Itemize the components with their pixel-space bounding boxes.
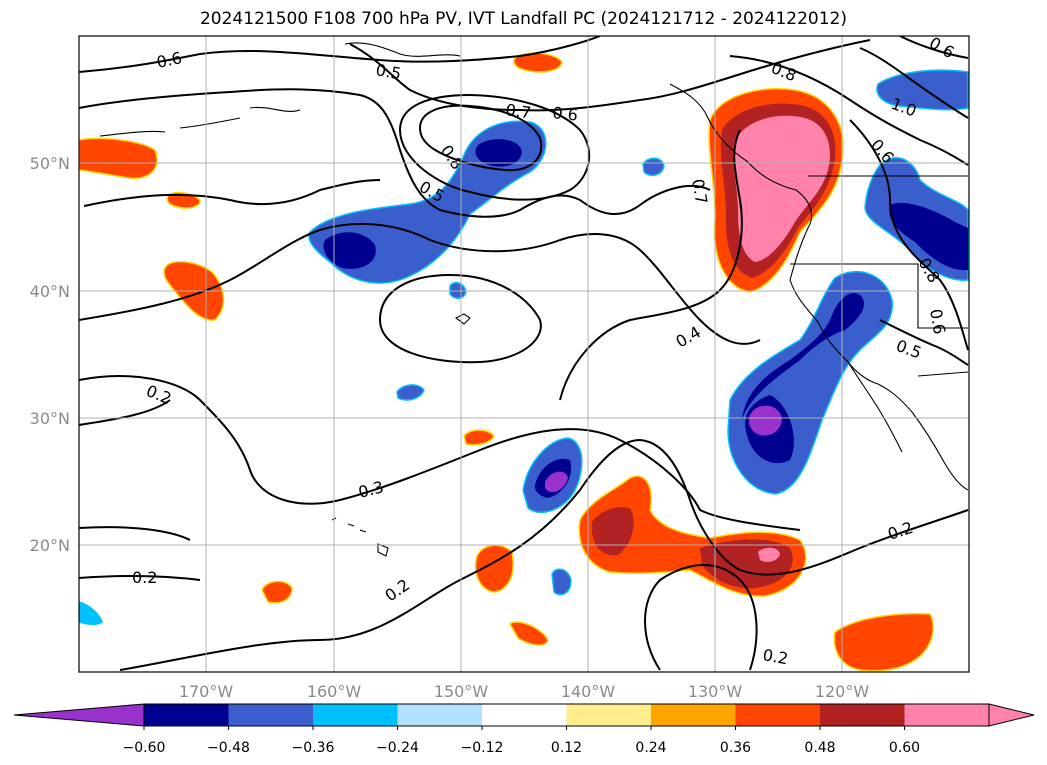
contour-1.2 bbox=[899, 36, 969, 59]
contour-label: 0.6 bbox=[155, 48, 184, 72]
contour-0.5 bbox=[79, 88, 711, 218]
neg-region-small-1 bbox=[642, 157, 665, 177]
contour-0.3 bbox=[79, 375, 801, 531]
pos-region-small-1 bbox=[463, 429, 495, 446]
colorbar-segment bbox=[904, 704, 990, 726]
neg-region-northeast bbox=[876, 69, 969, 111]
lat-label-20n: 20°N bbox=[30, 536, 70, 555]
colorbar-segment bbox=[144, 704, 229, 726]
colorbar-segment bbox=[482, 704, 567, 726]
colorbar-segments bbox=[144, 704, 990, 726]
lat-label-40n: 40°N bbox=[30, 282, 70, 301]
map-layers: 0.6 0.5 0.7 0.6 0.8 0.8 0.5 0.7 0.4 0.2 … bbox=[79, 36, 969, 672]
colorbar-extend-left bbox=[13, 703, 145, 727]
contour-0.3-b bbox=[559, 129, 743, 401]
colorbar-tick-label: −0.24 bbox=[376, 740, 419, 756]
contour-label: 0.2 bbox=[132, 568, 157, 587]
pos-region-west-1 bbox=[79, 137, 158, 179]
lat-label-30n: 30°N bbox=[30, 409, 70, 428]
border-us-mexico bbox=[917, 371, 969, 377]
latitude-labels: 50°N 40°N 30°N 20°N bbox=[30, 154, 70, 555]
positive-anomaly-regions bbox=[79, 52, 934, 672]
pos-region-subtropical-dark bbox=[591, 507, 793, 589]
colorbar-tick-label: −0.48 bbox=[207, 740, 250, 756]
contour-label: 0.6 bbox=[926, 307, 949, 335]
lon-label-130w: 130°W bbox=[688, 682, 743, 701]
lon-label-140w: 140°W bbox=[561, 682, 616, 701]
colorbar-tick-label: 0.36 bbox=[720, 740, 751, 756]
colorbar-segment bbox=[566, 704, 652, 726]
border-state-1 bbox=[790, 263, 968, 329]
contour-0.8-loop bbox=[418, 104, 543, 172]
contour-label: 0.7 bbox=[688, 177, 711, 205]
longitude-labels: 170°W 160°W 150°W 140°W 130°W 120°W bbox=[179, 682, 870, 701]
coastline-north-america-west bbox=[669, 83, 969, 491]
neg-region-central-core bbox=[323, 232, 376, 269]
contour-0.5-east bbox=[879, 319, 969, 366]
contour-label: 0.6 bbox=[552, 103, 579, 125]
gridlines bbox=[79, 36, 969, 672]
pos-region-small-3 bbox=[261, 580, 293, 604]
map-title: 2024121500 F108 700 hPa PV, IVT Landfall… bbox=[199, 9, 847, 29]
colorbar-tick-label: 0.24 bbox=[635, 740, 666, 756]
colorbar-segment bbox=[228, 704, 314, 726]
lon-label-150w: 150°W bbox=[434, 682, 489, 701]
colorbar-tick-label: 0.48 bbox=[804, 740, 835, 756]
lon-label-170w: 170°W bbox=[179, 682, 234, 701]
colorbar-ticks: −0.60 −0.48 −0.36 −0.24 −0.12 0.12 0.24 0.36 0.4… bbox=[123, 726, 920, 756]
colorbar-tick-label: 0.12 bbox=[551, 740, 582, 756]
neg-region-small-3 bbox=[396, 384, 425, 401]
lon-label-120w: 120°W bbox=[815, 682, 870, 701]
pos-region-subtropical-pink bbox=[758, 547, 780, 562]
contour-0.6-east bbox=[849, 119, 969, 351]
colorbar-tick-label: −0.60 bbox=[123, 740, 166, 756]
contour-0.5b bbox=[83, 179, 381, 207]
contour-label: 0.7 bbox=[504, 100, 532, 122]
colorbar-tick-label: −0.36 bbox=[292, 740, 335, 756]
neg-region-hawaii-north-purple bbox=[545, 471, 568, 493]
map-frame bbox=[78, 35, 970, 673]
lat-label-50n: 50°N bbox=[30, 154, 70, 173]
colorbar-tick-label: −0.12 bbox=[461, 740, 504, 756]
contour-label: 0.5 bbox=[374, 60, 402, 83]
pos-region-small-4 bbox=[509, 621, 549, 646]
negative-anomaly-regions bbox=[79, 69, 969, 626]
colorbar-segment bbox=[313, 704, 398, 726]
contour-0.2-west bbox=[79, 399, 201, 581]
colorbar-segment bbox=[735, 704, 821, 726]
colorbar-tick-label: 0.60 bbox=[889, 740, 920, 756]
neg-region-central-core2 bbox=[475, 139, 522, 167]
contour-0.2-east bbox=[644, 564, 758, 671]
colorbar-segment bbox=[651, 704, 736, 726]
contour-1.0 bbox=[859, 47, 969, 119]
colorbar-segment bbox=[820, 704, 905, 726]
neg-region-east-core bbox=[889, 202, 968, 271]
lon-label-160w: 160°W bbox=[307, 682, 362, 701]
coastline-alaska bbox=[99, 42, 461, 137]
colorbar: −0.60 −0.48 −0.36 −0.24 −0.12 0.12 0.24 0.36 0.4… bbox=[13, 703, 1035, 756]
coastline-baja bbox=[847, 361, 903, 453]
colorbar-extend-right bbox=[988, 703, 1035, 727]
contour-label: 0.2 bbox=[761, 645, 789, 668]
neg-region-small-2 bbox=[449, 281, 467, 299]
neg-region-west-edge bbox=[79, 601, 103, 626]
contour-0.8-east bbox=[729, 55, 969, 166]
contour-0.4 bbox=[79, 222, 761, 345]
colorbar-segment bbox=[397, 704, 483, 726]
neg-region-baja-purple bbox=[748, 405, 782, 436]
contour-0.6-north bbox=[79, 36, 601, 73]
neg-region-small-4 bbox=[551, 568, 572, 596]
contour-0.2-south bbox=[119, 438, 969, 671]
pv-contours bbox=[79, 36, 969, 671]
coastlines bbox=[99, 42, 969, 557]
pos-region-southeast bbox=[833, 612, 934, 672]
pos-region-northwest-coast-pink bbox=[733, 115, 830, 262]
contour-0.4-b bbox=[378, 273, 542, 364]
